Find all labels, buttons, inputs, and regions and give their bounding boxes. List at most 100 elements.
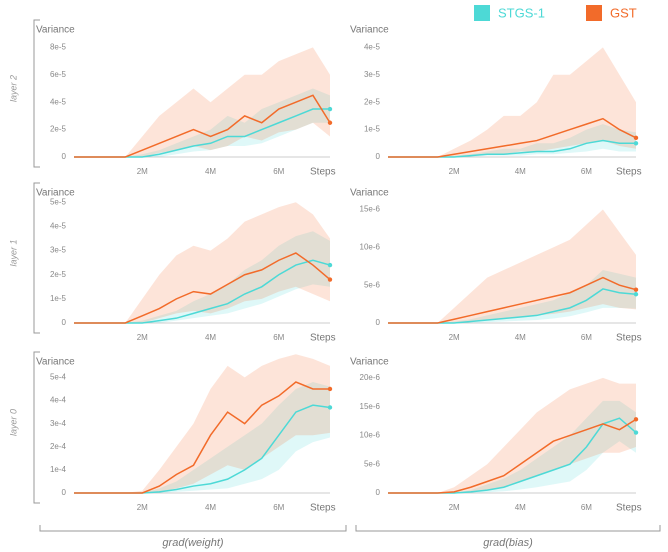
- y-tick-label: 0: [376, 318, 381, 327]
- variance-band: [74, 47, 330, 157]
- end-point: [327, 120, 333, 125]
- y-tick-label: 0: [376, 488, 381, 497]
- x-axis-label: Steps: [616, 167, 642, 178]
- y-tick-label: 15e-6: [360, 205, 381, 214]
- x-axis-label: Steps: [310, 333, 336, 344]
- y-tick-label: 5e-6: [364, 459, 381, 468]
- end-point: [633, 135, 639, 141]
- end-point: [327, 277, 333, 282]
- end-point: [633, 430, 639, 435]
- y-tick-label: 1e-4: [50, 465, 67, 474]
- y-axis-label: Variance: [350, 188, 389, 199]
- x-tick-label: 2M: [449, 503, 460, 512]
- column-bracket: [355, 525, 661, 532]
- end-point: [327, 106, 333, 112]
- y-tick-label: 8e-5: [50, 43, 67, 52]
- x-tick-label: 4M: [515, 167, 526, 176]
- y-tick-label: 20e-6: [360, 373, 381, 382]
- x-tick-label: 4M: [205, 167, 216, 176]
- x-tick-label: 4M: [205, 333, 216, 342]
- legend-label: STGS-1: [498, 5, 545, 20]
- y-tick-label: 1e-5: [364, 125, 381, 134]
- y-tick-label: 2e-5: [50, 125, 67, 134]
- series-line: [388, 418, 637, 494]
- x-tick-label: 2M: [449, 333, 460, 342]
- series-line: [74, 252, 331, 324]
- series-line: [74, 404, 331, 494]
- y-tick-label: 6e-5: [50, 70, 67, 79]
- series-line: [74, 94, 331, 158]
- y-tick-label: 4e-5: [50, 222, 67, 231]
- y-tick-label: 10e-6: [360, 242, 381, 251]
- y-tick-label: 15e-6: [360, 402, 381, 411]
- variance-band: [388, 400, 636, 493]
- y-tick-label: 0: [62, 318, 67, 327]
- series-line: [74, 108, 330, 158]
- column-label: grad(bias): [483, 537, 533, 549]
- row-bracket: [33, 19, 40, 168]
- variance-band: [74, 231, 330, 323]
- y-tick-label: 10e-6: [360, 431, 381, 440]
- y-axis-label: Variance: [36, 25, 75, 36]
- variance-band: [74, 202, 330, 323]
- legend-swatch: [586, 5, 602, 21]
- y-tick-label: 1e-5: [50, 294, 67, 303]
- y-axis-label: Variance: [36, 357, 75, 368]
- legend-label: GST: [610, 5, 637, 20]
- x-axis-label: Steps: [310, 167, 336, 178]
- y-tick-label: 3e-4: [50, 419, 67, 428]
- y-axis-label: Variance: [350, 25, 389, 36]
- series-line: [74, 259, 331, 324]
- x-tick-label: 6M: [273, 503, 284, 512]
- variance-band: [74, 382, 330, 493]
- y-tick-label: 0: [62, 488, 67, 497]
- x-tick-label: 2M: [137, 503, 148, 512]
- y-tick-label: 4e-4: [50, 396, 67, 405]
- series-line: [388, 276, 637, 324]
- x-tick-label: 2M: [449, 167, 460, 176]
- y-tick-label: 2e-5: [364, 97, 381, 106]
- variance-band: [388, 209, 636, 323]
- end-point: [633, 287, 639, 292]
- variance-band: [74, 88, 330, 157]
- x-axis-label: Steps: [310, 503, 336, 514]
- x-tick-label: 4M: [515, 333, 526, 342]
- y-tick-label: 2e-5: [50, 270, 67, 279]
- column-label: grad(weight): [162, 537, 223, 549]
- variance-band: [388, 124, 636, 157]
- variance-band: [74, 354, 330, 493]
- end-point: [633, 141, 639, 146]
- x-tick-label: 4M: [515, 503, 526, 512]
- y-tick-label: 4e-5: [50, 97, 67, 106]
- y-tick-label: 0: [62, 152, 67, 161]
- series-line: [388, 288, 637, 324]
- end-point: [327, 386, 333, 392]
- series-line: [388, 117, 637, 158]
- y-tick-label: 5e-6: [364, 280, 381, 289]
- legend-swatch: [474, 5, 490, 21]
- series-line: [388, 139, 636, 158]
- x-tick-label: 6M: [581, 503, 592, 512]
- column-bracket: [39, 525, 347, 532]
- row-label: layer 0: [8, 409, 18, 436]
- variance-band: [388, 47, 636, 157]
- x-tick-label: 6M: [581, 333, 592, 342]
- series-line: [74, 381, 330, 494]
- y-tick-label: 2e-4: [50, 442, 67, 451]
- y-axis-label: Variance: [350, 357, 389, 368]
- end-point: [327, 262, 333, 268]
- row-label: layer 1: [8, 239, 18, 266]
- x-tick-label: 6M: [273, 333, 284, 342]
- y-tick-label: 4e-5: [364, 43, 381, 52]
- y-tick-label: 0: [376, 152, 381, 161]
- end-point: [633, 292, 639, 297]
- x-tick-label: 4M: [205, 503, 216, 512]
- x-tick-label: 2M: [137, 333, 148, 342]
- y-axis-label: Variance: [36, 188, 75, 199]
- end-point: [633, 417, 639, 422]
- variance-band: [388, 377, 636, 493]
- y-tick-label: 3e-5: [364, 70, 381, 79]
- x-tick-label: 6M: [581, 167, 592, 176]
- y-tick-label: 5e-4: [50, 373, 67, 382]
